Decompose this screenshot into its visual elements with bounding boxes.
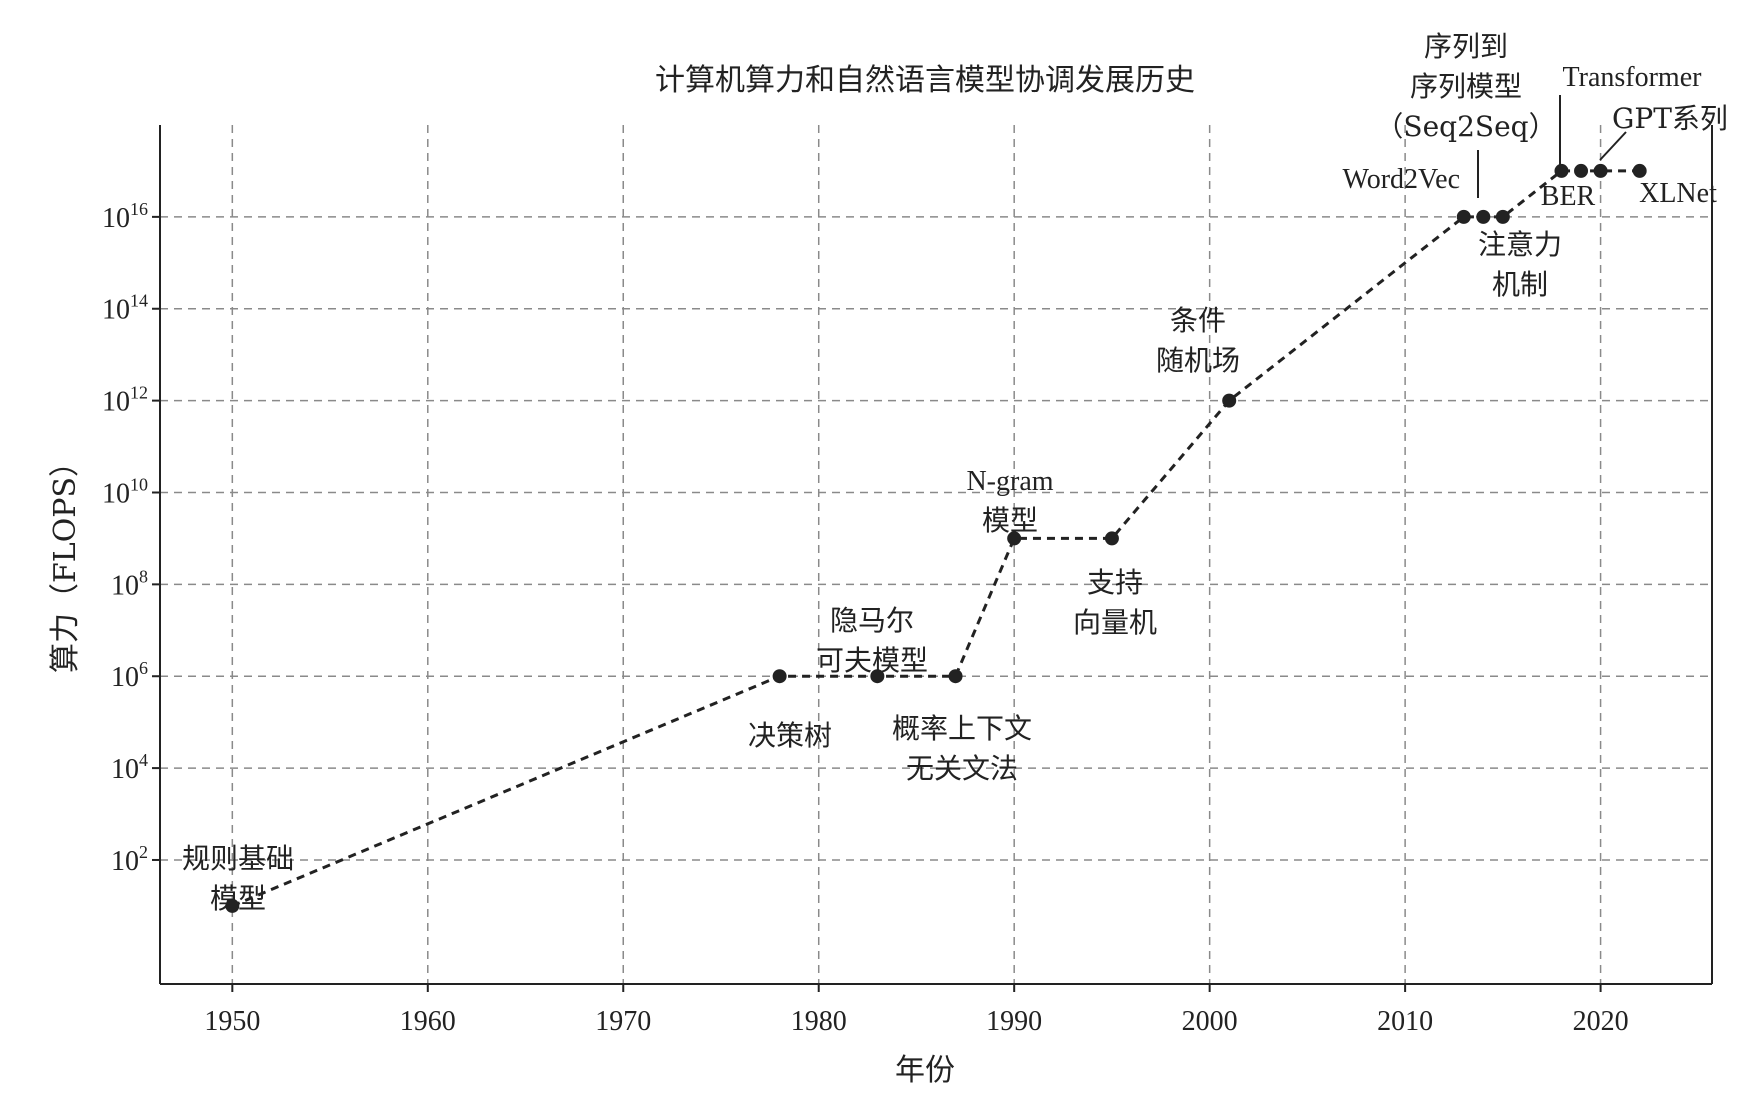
annotation-label: 模型: [210, 882, 266, 915]
x-tick-label: 1990: [986, 1006, 1042, 1037]
data-point: [948, 669, 963, 684]
x-tick-label: 1950: [204, 1006, 260, 1037]
annotation-label: 机制: [1492, 268, 1548, 301]
annotation-label: Word2Vec: [1343, 164, 1460, 195]
series-line: [231, 169, 1640, 908]
data-point: [1456, 209, 1471, 224]
y-tick-label: 108: [111, 566, 148, 601]
y-tick-label: 1016: [102, 199, 148, 234]
y-tick-exponent: 14: [130, 291, 148, 311]
y-tick-exponent: 10: [130, 474, 148, 494]
annotation-label: 隐马尔: [830, 604, 914, 637]
data-point: [1476, 209, 1491, 224]
x-tick-label: 2000: [1182, 1006, 1238, 1037]
y-tick-exponent: 12: [130, 383, 148, 403]
annotation-label: XLNet: [1639, 178, 1717, 209]
data-point: [870, 669, 885, 684]
x-tick-label: 1980: [791, 1006, 847, 1037]
annotation-label: 可夫模型: [816, 644, 928, 677]
annotation-label: 注意力: [1478, 228, 1562, 261]
data-point: [1554, 163, 1569, 178]
y-tick-base: 10: [111, 570, 139, 601]
data-point: [225, 898, 240, 913]
y-tick-exponent: 2: [139, 842, 148, 862]
annotation-label: 序列到: [1424, 30, 1508, 63]
annotation-label: 序列模型: [1410, 70, 1522, 103]
annotation-label: 支持: [1087, 566, 1143, 599]
y-tick-label: 104: [111, 750, 148, 785]
y-tick-exponent: 8: [139, 566, 148, 586]
data-point: [1222, 393, 1237, 408]
y-tick-base: 10: [102, 387, 130, 418]
data-point: [1574, 163, 1589, 178]
y-tick-label: 102: [111, 842, 148, 877]
axes: [152, 125, 1713, 992]
y-tick-base: 10: [102, 295, 130, 326]
data-point: [772, 669, 787, 684]
annotation-label: 随机场: [1156, 344, 1240, 377]
y-tick-label: 1010: [102, 474, 148, 509]
x-tick-label: 2010: [1377, 1006, 1433, 1037]
x-tick-label: 1960: [400, 1006, 456, 1037]
data-point: [1007, 531, 1022, 546]
y-tick-base: 10: [102, 203, 130, 234]
annotation-label: 无关文法: [906, 752, 1018, 785]
data-point: [1104, 531, 1119, 546]
y-tick-label: 1012: [102, 383, 148, 418]
data-points: [225, 163, 1647, 913]
annotation-label: 概率上下文: [892, 712, 1032, 745]
annotation-label: 规则基础: [182, 842, 294, 875]
annotation-label: 决策树: [748, 719, 832, 752]
grid: [160, 125, 1712, 984]
y-tick-label: 1014: [102, 291, 148, 326]
x-tick-label: 1970: [595, 1006, 651, 1037]
annotation-label: GPT系列: [1612, 102, 1728, 135]
y-axis-title: 算力（FLOPS）: [48, 447, 83, 673]
annotation-label: （Seq2Seq）: [1375, 110, 1556, 143]
x-axis-title: 年份: [895, 1053, 955, 1088]
annotation-label: 向量机: [1073, 606, 1157, 639]
data-point: [1495, 209, 1510, 224]
y-tick-base: 10: [111, 662, 139, 693]
y-tick-base: 10: [102, 478, 130, 509]
y-tick-label: 106: [111, 658, 148, 693]
y-tick-base: 10: [111, 846, 139, 877]
y-tick-exponent: 6: [139, 658, 148, 678]
data-point: [1632, 163, 1647, 178]
y-tick-exponent: 16: [130, 199, 148, 219]
annotation-label: Transformer: [1563, 62, 1703, 93]
y-tick-base: 10: [111, 754, 139, 785]
annotation-leader-line: [1599, 131, 1627, 161]
annotation-label: 模型: [982, 504, 1038, 537]
annotation-label: BER: [1541, 181, 1596, 212]
data-point: [1593, 163, 1608, 178]
y-tick-exponent: 4: [139, 750, 148, 770]
annotation-label: N-gram: [966, 466, 1053, 497]
chart-title: 计算机算力和自然语言模型协调发展历史: [655, 63, 1195, 98]
annotation-label: 条件: [1170, 304, 1226, 337]
x-tick-label: 2020: [1573, 1006, 1629, 1037]
annotations: 规则基础模型决策树隐马尔可夫模型概率上下文无关文法N-gram模型支持向量机条件…: [182, 30, 1728, 915]
tick-labels: 1950 1960 1970 1980 1990 2000 2010 202010210410…: [102, 199, 1629, 1037]
